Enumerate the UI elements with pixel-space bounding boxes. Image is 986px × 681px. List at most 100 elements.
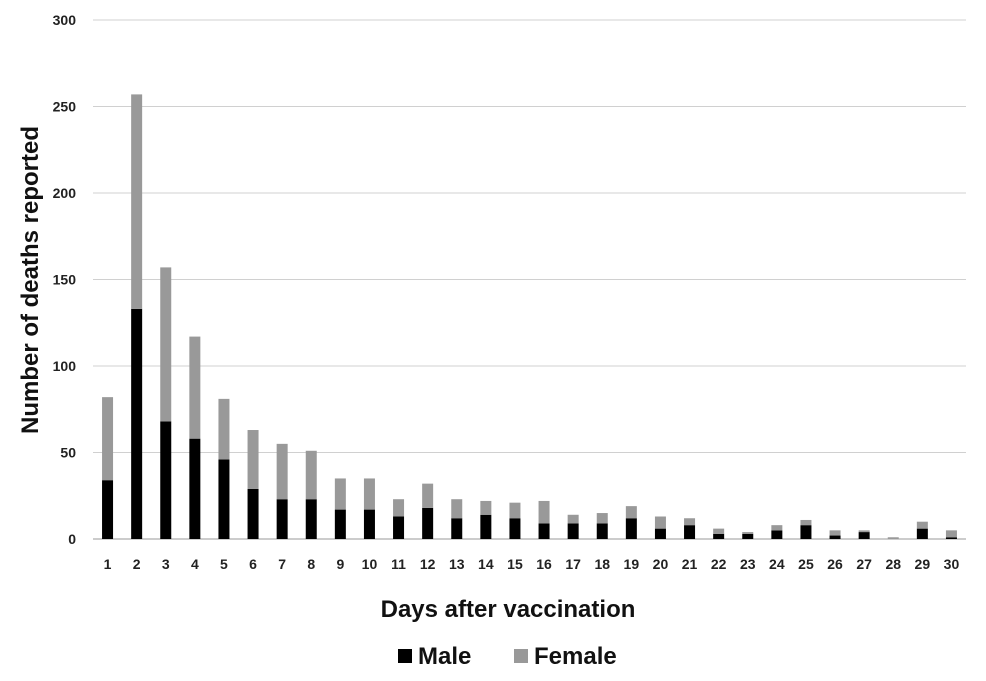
- legend-label-female: Female: [534, 643, 617, 670]
- x-tick-label: 16: [536, 556, 552, 572]
- x-tick-label: 19: [624, 556, 640, 572]
- x-tick-label: 28: [885, 556, 901, 572]
- legend-label-male: Male: [418, 643, 471, 670]
- x-axis-ticks: 1 2 3 4 5 6 7 8 9 10 11 12 13 14 15 16 17 18 19 20 21 22 23 24 2…: [104, 556, 960, 572]
- bar-male-day-30: [945, 537, 957, 539]
- bars: [102, 94, 957, 539]
- bar-female-day-11: [393, 499, 405, 517]
- x-tick-label: 12: [420, 556, 436, 572]
- bar-male-day-29: [916, 528, 928, 539]
- bar-female-day-19: [625, 506, 637, 519]
- bar-female-day-23: [742, 532, 754, 534]
- y-tick-label: 200: [53, 185, 77, 201]
- y-axis-ticks: 0 50 100 150 200 250 300: [53, 12, 77, 547]
- bar-male-day-7: [276, 499, 288, 539]
- bar-male-day-21: [684, 525, 696, 539]
- bar-female-day-24: [771, 525, 783, 531]
- x-tick-label: 3: [162, 556, 170, 572]
- bar-female-day-15: [509, 502, 521, 519]
- bar-female-day-18: [596, 513, 608, 524]
- bar-male-day-3: [160, 421, 172, 539]
- bar-female-day-5: [218, 398, 230, 460]
- x-tick-label: 10: [362, 556, 378, 572]
- x-tick-label: 23: [740, 556, 756, 572]
- bar-male-day-18: [596, 523, 608, 539]
- bar-female-day-13: [451, 499, 463, 519]
- x-tick-label: 7: [278, 556, 286, 572]
- bar-male-day-12: [422, 507, 434, 539]
- bar-male-day-26: [829, 535, 841, 539]
- y-tick-label: 150: [53, 272, 77, 288]
- x-tick-label: 11: [391, 556, 406, 572]
- bar-male-day-2: [131, 308, 143, 539]
- bar-female-day-7: [276, 443, 288, 500]
- bar-male-day-8: [305, 499, 317, 539]
- legend: Male Female: [398, 643, 617, 670]
- bar-male-day-13: [451, 518, 463, 539]
- bar-female-day-22: [713, 528, 725, 534]
- bar-male-day-9: [334, 509, 346, 539]
- bar-female-day-4: [189, 336, 201, 439]
- x-tick-label: 21: [682, 556, 698, 572]
- bar-female-day-3: [160, 267, 172, 422]
- x-tick-label: 1: [104, 556, 112, 572]
- y-tick-label: 100: [53, 358, 77, 374]
- x-tick-label: 4: [191, 556, 199, 572]
- x-tick-label: 14: [478, 556, 494, 572]
- x-tick-label: 13: [449, 556, 465, 572]
- x-tick-label: 30: [944, 556, 960, 572]
- x-tick-label: 15: [507, 556, 523, 572]
- legend-swatch-male: [398, 649, 412, 663]
- y-axis-title: Number of deaths reported: [17, 126, 44, 434]
- x-tick-label: 2: [133, 556, 141, 572]
- bar-male-day-16: [538, 523, 550, 539]
- x-tick-label: 29: [915, 556, 931, 572]
- bar-female-day-26: [829, 530, 841, 536]
- bar-male-day-19: [625, 518, 637, 539]
- bar-male-day-6: [247, 488, 259, 539]
- y-tick-label: 0: [68, 531, 76, 547]
- x-tick-label: 20: [653, 556, 669, 572]
- bar-male-day-14: [480, 514, 492, 539]
- x-tick-label: 17: [565, 556, 581, 572]
- x-tick-label: 8: [307, 556, 315, 572]
- bar-female-day-1: [102, 397, 114, 481]
- bar-male-day-10: [363, 509, 375, 539]
- bar-male-day-15: [509, 518, 521, 539]
- y-tick-label: 50: [60, 445, 76, 461]
- x-tick-label: 27: [856, 556, 872, 572]
- bar-male-day-20: [654, 528, 666, 539]
- bar-male-day-23: [742, 533, 754, 539]
- bar-female-day-6: [247, 430, 259, 489]
- bar-male-day-25: [800, 525, 812, 539]
- bar-female-day-17: [567, 514, 579, 524]
- bar-male-day-27: [858, 532, 870, 539]
- x-tick-label: 18: [594, 556, 610, 572]
- y-tick-label: 250: [53, 99, 77, 115]
- bar-male-day-24: [771, 530, 783, 539]
- bar-female-day-9: [334, 478, 346, 510]
- bar-female-day-14: [480, 500, 492, 515]
- bar-female-day-21: [684, 518, 696, 526]
- bar-female-day-30: [945, 530, 957, 538]
- legend-swatch-female: [514, 649, 528, 663]
- x-tick-label: 24: [769, 556, 785, 572]
- bar-female-day-25: [800, 519, 812, 526]
- y-tick-label: 300: [53, 12, 77, 28]
- bar-male-day-1: [102, 480, 114, 539]
- grid-lines: [93, 19, 966, 540]
- bar-female-day-12: [422, 483, 434, 508]
- bar-male-day-5: [218, 459, 230, 539]
- bar-female-day-16: [538, 500, 550, 524]
- x-tick-label: 6: [249, 556, 257, 572]
- bar-male-day-11: [393, 516, 405, 539]
- bar-female-day-29: [916, 521, 928, 529]
- bar-male-day-4: [189, 438, 201, 539]
- bar-female-day-10: [363, 478, 375, 510]
- bar-female-day-28: [887, 537, 899, 539]
- x-axis-title: Days after vaccination: [381, 596, 636, 623]
- x-tick-label: 26: [827, 556, 843, 572]
- bar-female-day-8: [305, 450, 317, 500]
- x-tick-label: 22: [711, 556, 727, 572]
